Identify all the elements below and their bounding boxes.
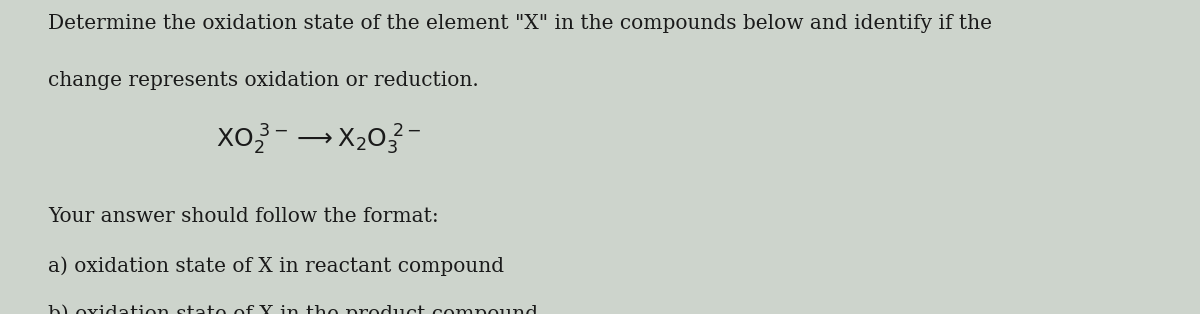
Text: change represents oxidation or reduction.: change represents oxidation or reduction… <box>48 71 479 90</box>
Text: b) oxidation state of X in the product compound: b) oxidation state of X in the product c… <box>48 305 538 314</box>
Text: a) oxidation state of X in reactant compound: a) oxidation state of X in reactant comp… <box>48 256 504 276</box>
Text: Your answer should follow the format:: Your answer should follow the format: <box>48 207 439 226</box>
Text: Determine the oxidation state of the element "X" in the compounds below and iden: Determine the oxidation state of the ele… <box>48 14 992 33</box>
Text: $\mathrm{XO_2^{\ 3-} \longrightarrow X_2O_3^{\ 2-}}$: $\mathrm{XO_2^{\ 3-} \longrightarrow X_2… <box>216 123 422 157</box>
